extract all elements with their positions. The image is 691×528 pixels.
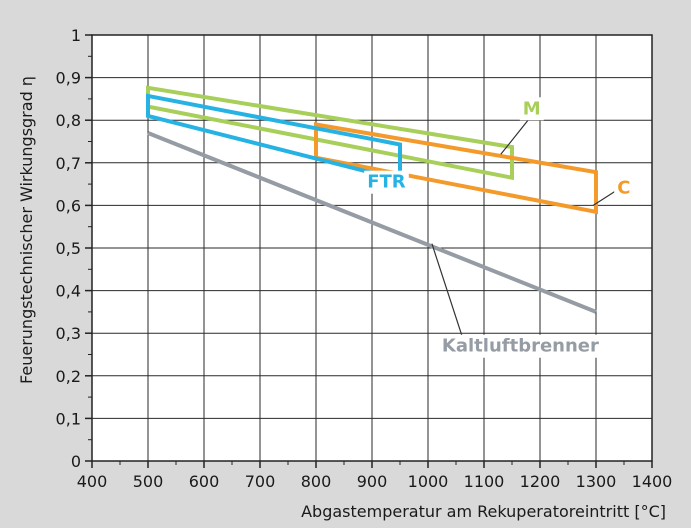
- series-kaltluftbrenner-line: [147, 131, 597, 314]
- y-tick-label: 0,3: [56, 324, 81, 343]
- x-tick-label: 400: [77, 472, 108, 491]
- x-tick-label: 1400: [632, 472, 673, 491]
- annotation-m-bg: [519, 97, 544, 121]
- x-tick-label: 800: [301, 472, 332, 491]
- y-tick-label: 0,7: [56, 154, 81, 173]
- y-tick-label: 1: [71, 26, 81, 45]
- annotation-kaltluftbrenner: Kaltluftbrenner: [442, 336, 599, 357]
- y-tick-label: 0,8: [56, 111, 81, 130]
- annotation-m: M: [523, 98, 541, 119]
- x-tick-label: 1000: [408, 472, 449, 491]
- y-tick-label: 0,2: [56, 367, 81, 386]
- annotation-ftr-bg: [364, 170, 409, 194]
- annotation-kaltluftbrenner-leader: [431, 243, 463, 336]
- annotation-c-leader: [592, 189, 618, 206]
- y-tick-label: 0,9: [56, 69, 81, 88]
- x-tick-label: 1300: [576, 472, 617, 491]
- axis-ticks: 400 500 600 700 800 900 1000 1100 1200 1300 1400 0 0…: [56, 26, 673, 491]
- x-tick-label: 600: [189, 472, 220, 491]
- x-tick-label: 500: [133, 472, 164, 491]
- annotation-layer: M C FTR Kaltluftbrenner: [364, 97, 634, 358]
- y-tick-label: 0,5: [56, 239, 81, 258]
- x-axis-title: Abgastemperatur am Rekuperatoreintritt […: [301, 502, 666, 521]
- x-tick-label: 1200: [520, 472, 561, 491]
- x-tick-label: 900: [357, 472, 388, 491]
- y-axis-title: Feuerungstechnischer Wirkungsgrad η: [17, 76, 36, 384]
- series-c-region: [314, 122, 598, 215]
- y-tick-label: 0: [71, 452, 81, 471]
- annotation-kaltluftbrenner-bg: [438, 334, 603, 358]
- x-tick-label: 700: [245, 472, 276, 491]
- y-tick-label: 0,6: [56, 196, 81, 215]
- y-tick-label: 0,4: [56, 282, 81, 301]
- x-tick-label: 1100: [464, 472, 505, 491]
- annotation-c: C: [617, 177, 630, 198]
- annotation-m-leader: [500, 118, 530, 155]
- annotation-c-bg: [614, 176, 634, 200]
- annotation-ftr: FTR: [367, 172, 406, 193]
- y-tick-label: 0,1: [56, 409, 81, 428]
- plot-frame: [91, 34, 653, 462]
